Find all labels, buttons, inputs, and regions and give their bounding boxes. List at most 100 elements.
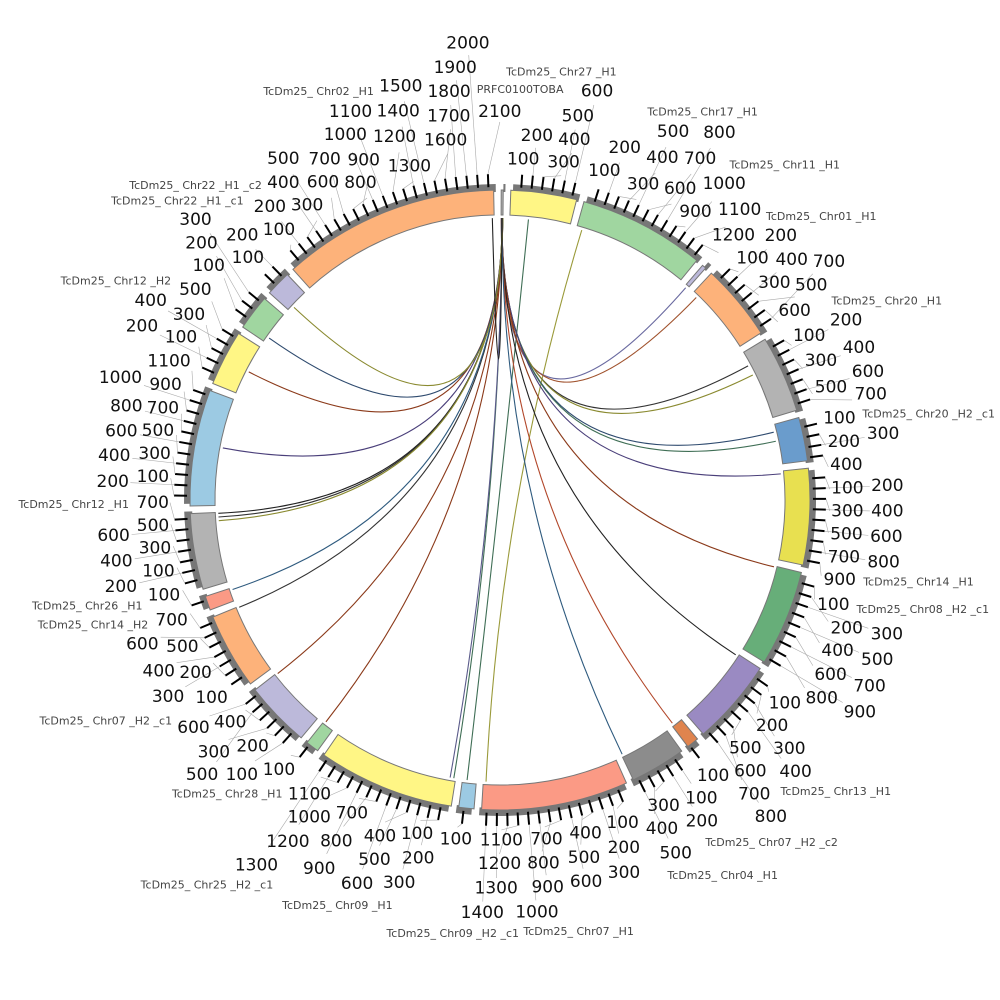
tick-mark [412,185,418,199]
tick-label: 1300 [475,878,518,898]
tick-label: 900 [149,375,181,395]
leader-line [554,153,572,179]
tick-mark [175,462,190,466]
tick-label: 100 [263,220,295,240]
leader-line [379,808,397,846]
tick-label: 1300 [235,855,278,875]
tick-mark [708,732,719,744]
tick-label: 1100 [480,830,523,850]
segment-band [268,273,306,311]
leader-line [581,812,593,820]
segment-label: TcDm25_ Chr22 _H1 _c1 [110,195,244,208]
tick-mark [795,602,809,609]
tick-mark [266,718,278,729]
tick-label: 900 [347,150,379,170]
tick-mark [402,188,408,202]
leader-line [402,181,414,189]
leader-line [823,541,826,555]
tick-label: 200 [608,138,640,158]
segment-label: TcDm25_ Chr25 _H2 _c1 [140,879,274,892]
link-ribbon [501,218,673,724]
tick-mark [176,538,190,543]
leader-line [682,770,692,784]
tick-mark [289,249,300,261]
tick-label: 300 [758,273,790,293]
leader-line [825,520,829,533]
tick-mark [422,182,428,196]
tick-mark [395,796,402,810]
leader-line [320,776,338,783]
tick-label: 200 [185,233,217,253]
tick-label: 100 [440,829,472,849]
tick-mark [375,789,383,802]
tick-label: 300 [179,210,211,230]
segment [576,188,704,281]
tick-label: 600 [307,173,339,193]
tick-label: 600 [126,635,158,655]
segment-shadow-band [684,738,700,753]
tick-mark [797,398,811,405]
tick-mark [465,175,469,189]
segments-layer [174,174,827,826]
tick-label: 700 [136,493,168,513]
leader-line [482,825,487,902]
tick-label: 400 [267,173,299,193]
leader-line [764,309,779,323]
segment-label: TcDm25_ Chr13 _H1 [780,785,892,798]
leader-line [685,201,713,233]
tick-mark [730,710,742,721]
link-ribbon [501,218,775,568]
leader-line [616,801,624,809]
leader-line [602,809,620,859]
tick-mark [271,265,283,277]
leader-line [358,798,377,802]
segment [191,588,235,611]
labels-layer: 1002003004005006001002003004005006007008… [17,33,995,939]
tick-label: 600 [177,718,209,738]
leader-line [487,121,501,175]
tick-label: 300 [867,424,899,444]
tick-label: 700 [308,150,340,170]
leader-line [667,147,711,221]
tick-mark [774,649,787,658]
segment-band [509,189,578,225]
leader-line [139,572,183,584]
tick-mark [362,203,370,217]
segment-shadow-band [479,782,627,816]
segment [686,654,769,744]
tick-label: 400 [98,446,130,466]
tick-mark [460,810,465,824]
tick-mark [297,242,308,255]
leader-line [767,686,769,692]
leader-line [131,530,176,535]
tick-mark [801,582,815,588]
leader-line [189,613,201,629]
tick-label: 200 [686,812,718,832]
tick-mark [201,366,215,374]
tick-mark [750,686,762,696]
tick-label: 1600 [424,131,467,151]
leader-line [245,709,260,721]
segment [174,386,235,507]
leader-line [819,434,826,446]
tick-mark [175,528,189,532]
tick-mark [571,182,577,196]
tick-mark [208,640,222,649]
tick-mark [346,775,354,789]
tick-mark [476,174,480,188]
tick-label: 800 [867,553,899,573]
leader-line [655,781,665,792]
leader-line [332,174,344,215]
tick-mark [798,592,812,598]
tick-label: 100 [817,595,849,615]
tick-mark [777,348,790,357]
segment-band [742,566,803,663]
segment [479,759,628,826]
tick-mark [318,759,328,772]
leader-line [784,340,792,346]
tick-label: 800 [703,123,735,143]
tick-mark [734,283,746,294]
segment [298,722,334,758]
leader-line [789,329,829,351]
tick-label: 100 [685,789,717,809]
